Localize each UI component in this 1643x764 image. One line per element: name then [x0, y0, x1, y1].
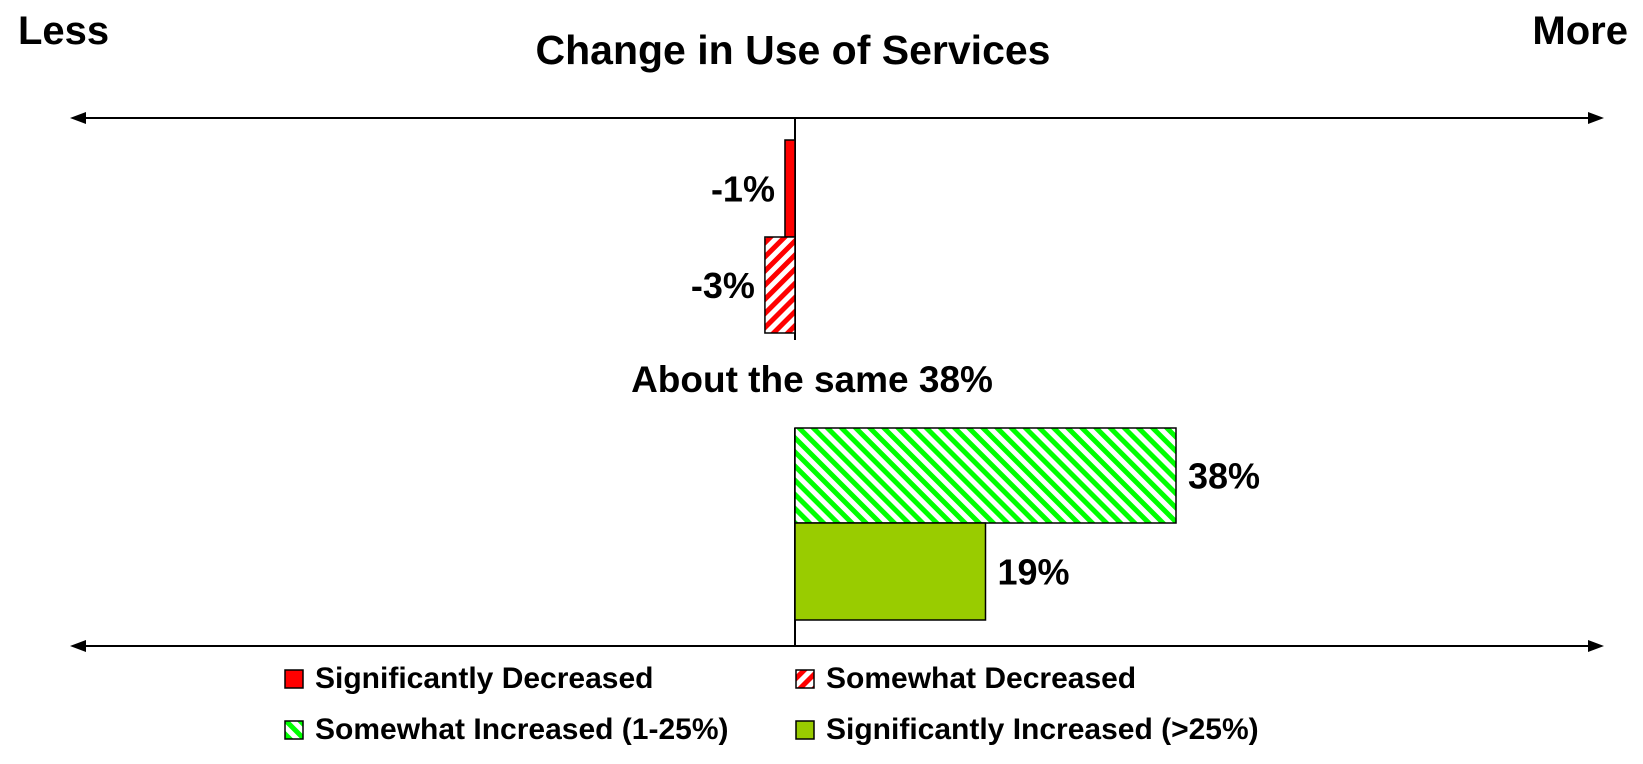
data-label-somewhat-increased-1-25: 38% [1188, 456, 1260, 497]
legend-label-somewhat-increased-1-25: Somewhat Increased (1-25%) [315, 713, 728, 746]
legend-swatch-somewhat-decreased [795, 669, 815, 689]
data-label-somewhat-decreased: -3% [691, 265, 755, 306]
legend: Significantly Decreased Somewhat Decrease… [284, 662, 1259, 746]
legend-label-significantly-increased-25: Significantly Increased (>25%) [826, 713, 1259, 746]
legend-label-somewhat-decreased: Somewhat Decreased [826, 662, 1136, 695]
chart-title: Change in Use of Services [536, 27, 1051, 73]
data-label-significantly-increased-25: 19% [998, 552, 1070, 593]
bar-significantly-increased-25 [794, 522, 987, 621]
legend-swatch-significantly-increased-25 [795, 720, 815, 740]
less-label: Less [18, 9, 109, 53]
bar-significantly-decreased [784, 139, 796, 238]
legend-swatch-somewhat-increased-1-25 [284, 720, 304, 740]
bar-somewhat-decreased [764, 236, 796, 334]
bar-somewhat-increased-1-25 [794, 427, 1177, 524]
bottom-arrow-line [70, 640, 1604, 652]
more-label: More [1532, 9, 1628, 53]
legend-swatch-significantly-decreased [284, 669, 304, 689]
data-label-significantly-decreased: -1% [711, 169, 775, 210]
bars-group: -1% -3% 38% 19% [691, 139, 1260, 621]
middle-note: About the same 38% [631, 359, 993, 400]
top-arrow-line [70, 112, 1604, 124]
legend-label-significantly-decreased: Significantly Decreased [315, 662, 653, 695]
